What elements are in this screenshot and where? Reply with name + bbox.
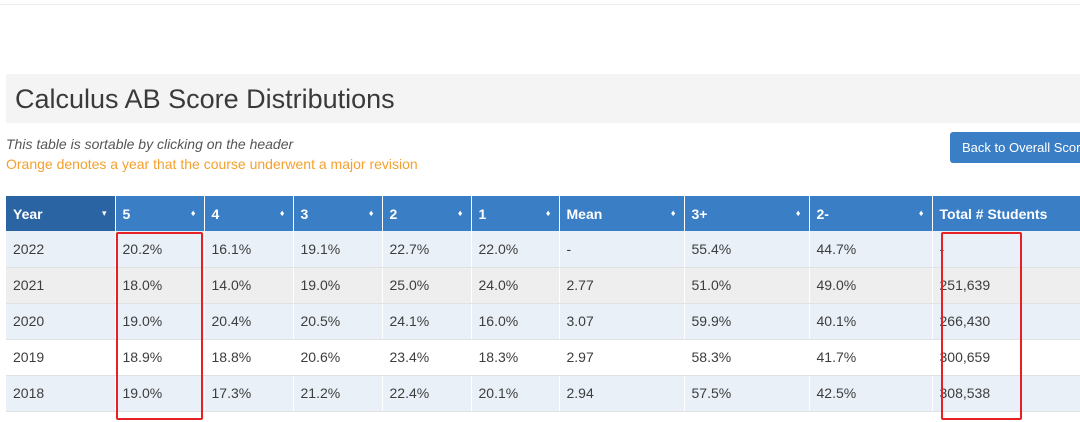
- sort-icon: ♦: [918, 208, 924, 218]
- three-plus-cell: 55.4%: [684, 231, 810, 268]
- sort-icon: ♦: [279, 208, 285, 218]
- score-2-cell: 23.4%: [382, 339, 472, 376]
- column-header-label: Total # Students: [939, 205, 1048, 222]
- top-divider: [0, 0, 1080, 5]
- score-5-cell: 19.0%: [115, 303, 205, 340]
- sort-icon: ♦: [670, 208, 676, 218]
- score-3-cell: 20.5%: [293, 303, 383, 340]
- score-4-cell: 14.0%: [204, 267, 294, 304]
- back-to-overall-scores-button[interactable]: Back to Overall Scores: [950, 132, 1080, 163]
- sort-icon: ♦: [457, 208, 463, 218]
- mean-cell: 3.07: [559, 303, 685, 340]
- score-1-cell: 18.3%: [471, 339, 560, 376]
- three-plus-cell: 51.0%: [684, 267, 810, 304]
- score-1-cell: 16.0%: [471, 303, 560, 340]
- score-3-cell: 20.6%: [293, 339, 383, 376]
- sort-descending-icon: ▾: [101, 208, 107, 218]
- score-4-cell: 16.1%: [204, 231, 294, 268]
- column-header-label: 2-: [816, 205, 829, 222]
- year-cell: 2020: [6, 303, 116, 340]
- column-header-score-3[interactable]: 3 ♦: [293, 196, 383, 231]
- table-header-row: Year ▾ 5 ♦ 4 ♦ 3 ♦ 2 ♦ 1 ♦ Mean ♦ 3+ ♦ 2- ♦ Total…: [6, 196, 1080, 231]
- three-plus-cell: 58.3%: [684, 339, 810, 376]
- column-header-label: 3+: [691, 205, 708, 222]
- two-minus-cell: 42.5%: [809, 375, 933, 412]
- column-header-label: 3: [300, 205, 309, 222]
- score-5-cell: 18.9%: [115, 339, 205, 376]
- column-header-score-4[interactable]: 4 ♦: [204, 196, 294, 231]
- mean-cell: -: [559, 231, 685, 268]
- sort-icon: ♦: [368, 208, 374, 218]
- total-students-cell: 251,639: [932, 267, 1080, 304]
- page-title: Calculus AB Score Distributions: [15, 84, 395, 114]
- year-cell: 2018: [6, 375, 116, 412]
- column-header-label: Mean: [566, 205, 603, 222]
- two-minus-cell: 49.0%: [809, 267, 933, 304]
- two-minus-cell: 41.7%: [809, 339, 933, 376]
- table-row: 2021 18.0% 14.0% 19.0% 25.0% 24.0% 2.77 …: [6, 267, 1080, 304]
- column-header-mean[interactable]: Mean ♦: [559, 196, 685, 231]
- column-header-3-plus[interactable]: 3+ ♦: [684, 196, 810, 231]
- table-row: 2022 20.2% 16.1% 19.1% 22.7% 22.0% - 55.…: [6, 231, 1080, 268]
- mean-cell: 2.77: [559, 267, 685, 304]
- year-cell: 2021: [6, 267, 116, 304]
- two-minus-cell: 44.7%: [809, 231, 933, 268]
- sortable-note: This table is sortable by clicking on th…: [6, 136, 294, 152]
- score-3-cell: 19.1%: [293, 231, 383, 268]
- score-4-cell: 17.3%: [204, 375, 294, 412]
- year-cell: 2022: [6, 231, 116, 268]
- total-students-cell: 300,659: [932, 339, 1080, 376]
- table-row: 2018 19.0% 17.3% 21.2% 22.4% 20.1% 2.94 …: [6, 375, 1080, 412]
- column-header-label: Year: [13, 205, 43, 222]
- score-5-cell: 19.0%: [115, 375, 205, 412]
- column-header-score-1[interactable]: 1 ♦: [471, 196, 560, 231]
- score-4-cell: 18.8%: [204, 339, 294, 376]
- score-1-cell: 22.0%: [471, 231, 560, 268]
- three-plus-cell: 59.9%: [684, 303, 810, 340]
- title-band: Calculus AB Score Distributions: [6, 74, 1080, 123]
- column-header-score-2[interactable]: 2 ♦: [382, 196, 472, 231]
- score-3-cell: 19.0%: [293, 267, 383, 304]
- score-5-cell: 18.0%: [115, 267, 205, 304]
- sort-icon: ♦: [190, 208, 196, 218]
- score-2-cell: 24.1%: [382, 303, 472, 340]
- column-header-total-students[interactable]: Total # Students: [932, 196, 1080, 231]
- table-row: 2019 18.9% 18.8% 20.6% 23.4% 18.3% 2.97 …: [6, 339, 1080, 376]
- column-header-label: 4: [211, 205, 220, 222]
- score-5-cell: 20.2%: [115, 231, 205, 268]
- column-header-label: 1: [478, 205, 487, 222]
- score-1-cell: 20.1%: [471, 375, 560, 412]
- total-students-cell: -: [932, 231, 1080, 268]
- score-1-cell: 24.0%: [471, 267, 560, 304]
- score-distribution-table: Year ▾ 5 ♦ 4 ♦ 3 ♦ 2 ♦ 1 ♦ Mean ♦ 3+ ♦ 2- ♦ Total…: [6, 196, 1080, 412]
- total-students-cell: 308,538: [932, 375, 1080, 412]
- column-header-2-minus[interactable]: 2- ♦: [809, 196, 933, 231]
- mean-cell: 2.94: [559, 375, 685, 412]
- score-2-cell: 25.0%: [382, 267, 472, 304]
- column-header-label: 5: [122, 205, 131, 222]
- column-header-year[interactable]: Year ▾: [6, 196, 116, 231]
- column-header-label: 2: [389, 205, 398, 222]
- score-2-cell: 22.4%: [382, 375, 472, 412]
- score-3-cell: 21.2%: [293, 375, 383, 412]
- year-cell: 2019: [6, 339, 116, 376]
- score-2-cell: 22.7%: [382, 231, 472, 268]
- three-plus-cell: 57.5%: [684, 375, 810, 412]
- sort-icon: ♦: [545, 208, 551, 218]
- sort-icon: ♦: [795, 208, 801, 218]
- mean-cell: 2.97: [559, 339, 685, 376]
- table-row: 2020 19.0% 20.4% 20.5% 24.1% 16.0% 3.07 …: [6, 303, 1080, 340]
- two-minus-cell: 40.1%: [809, 303, 933, 340]
- total-students-cell: 266,430: [932, 303, 1080, 340]
- revision-legend-note: Orange denotes a year that the course un…: [6, 156, 418, 172]
- column-header-score-5[interactable]: 5 ♦: [115, 196, 205, 231]
- score-4-cell: 20.4%: [204, 303, 294, 340]
